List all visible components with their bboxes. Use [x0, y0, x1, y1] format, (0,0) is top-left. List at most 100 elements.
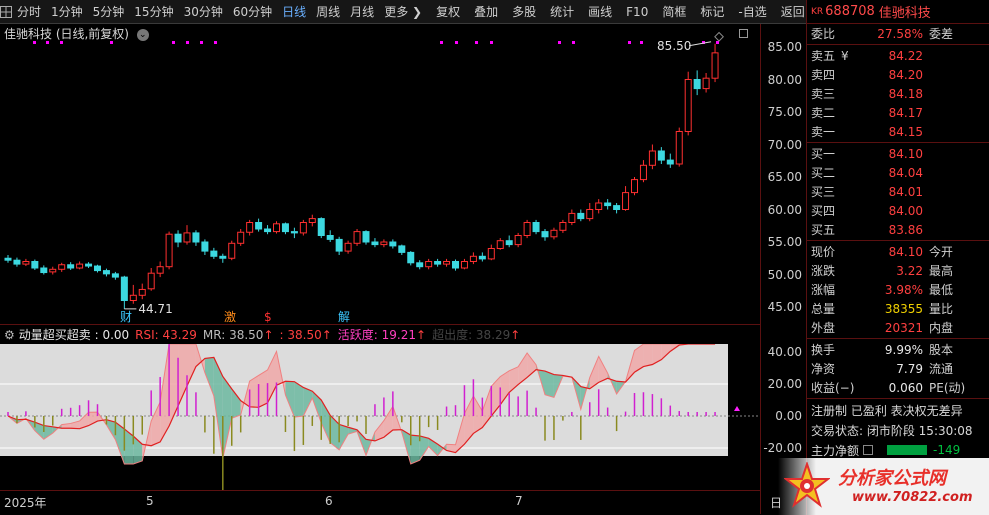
date-label-may: 5: [146, 494, 154, 508]
candle-body: [4, 257, 12, 261]
period-tab-1min[interactable]: 1分钟: [51, 5, 83, 19]
period-tab-monthly[interactable]: 月线: [350, 5, 375, 19]
f10-button[interactable]: F10: [626, 4, 649, 19]
event-marker: 解: [338, 310, 350, 324]
multi-stock-button[interactable]: 多股: [512, 5, 537, 19]
period-tab-30min[interactable]: 30分钟: [183, 5, 223, 19]
candle-body: [308, 218, 316, 224]
mark-button[interactable]: 标记: [700, 5, 725, 19]
settings-icon[interactable]: ⚙: [4, 327, 15, 342]
adjust-button[interactable]: 复权: [436, 5, 461, 19]
indicator-fill: [258, 369, 268, 408]
indicator-fill: [321, 400, 331, 443]
quote-panel: KR 688708 佳驰科技 委比 27.58% 委差 卖五 ¥84.22 卖四 8…: [806, 0, 989, 515]
buy-row[interactable]: 买一 84.10: [807, 144, 989, 163]
stat-label: 总量: [811, 302, 836, 316]
period-tab-daily[interactable]: 日线: [282, 5, 307, 19]
indicator-fill: [652, 344, 662, 365]
sell-row[interactable]: 卖一 84.15: [807, 122, 989, 141]
sell-level-label: 卖二: [811, 106, 836, 120]
momentum-indicator-chart[interactable]: [0, 344, 760, 490]
buy-row[interactable]: 买四 84.00: [807, 201, 989, 220]
price-tick-label: 50.00: [767, 267, 802, 282]
sell-row[interactable]: 卖三 84.18: [807, 84, 989, 103]
signal-dot: [214, 41, 217, 44]
indicator-fill: [115, 422, 125, 464]
indicator-name[interactable]: 动量超买超卖 : 0.00: [18, 328, 130, 342]
expand-icon[interactable]: [739, 29, 748, 38]
simple-frame-button[interactable]: 简框: [662, 5, 687, 19]
indicator-fill: [79, 412, 89, 429]
candle-body: [49, 268, 57, 273]
candle-body: [443, 261, 451, 265]
period-tab-15min[interactable]: 15分钟: [134, 5, 174, 19]
sell-row[interactable]: 卖四 84.20: [807, 65, 989, 84]
candle-body: [532, 222, 540, 233]
date-axis: 2025年 5 6 7 日: [0, 490, 782, 515]
price-change: 3.22: [896, 263, 923, 278]
event-marker: 财: [120, 310, 132, 324]
logo-title: 分析家公式网: [838, 468, 946, 489]
stat-row: 涨幅 3.98% 最低: [807, 280, 989, 299]
grid-toggle-icon[interactable]: [0, 0, 12, 24]
signal-dot: [558, 41, 561, 44]
stat-row: 外盘 20321 内盘: [807, 318, 989, 337]
candle-body: [559, 222, 567, 231]
remove-watchlist-button[interactable]: -自选: [738, 5, 767, 19]
sell-level-label: 卖四: [811, 68, 836, 82]
candle-body: [94, 265, 101, 272]
candle-body: [174, 233, 182, 243]
buy-row[interactable]: 买二 84.04: [807, 163, 989, 182]
candle-body: [711, 52, 719, 79]
period-tab-intraday[interactable]: 分时: [17, 5, 42, 19]
price-tick-label: 85.00: [767, 40, 802, 54]
back-button[interactable]: 返回: [780, 5, 805, 19]
period-tab-60min[interactable]: 60分钟: [232, 5, 273, 19]
divider: [807, 398, 989, 399]
activity-value: 活跃度: 19.21: [337, 328, 416, 342]
indicator-fill: [88, 412, 98, 426]
candle-body: [67, 264, 75, 269]
buy-row[interactable]: 买五 83.86: [807, 220, 989, 239]
draw-line-button[interactable]: 画线: [588, 5, 613, 19]
indicator-fill: [374, 420, 384, 441]
candle-body: [335, 238, 343, 252]
period-tab-weekly[interactable]: 周线: [316, 5, 341, 19]
candle-body: [362, 231, 370, 243]
stat-row: 涨跌 3.22 最高: [807, 261, 989, 280]
buy-row[interactable]: 买三 84.01: [807, 182, 989, 201]
period-tab-5min[interactable]: 5分钟: [92, 5, 125, 19]
candle-body: [666, 159, 674, 165]
candle-body: [299, 222, 307, 234]
candle-body: [255, 222, 263, 230]
chevron-down-icon[interactable]: ⌄: [136, 28, 149, 41]
overlay-button[interactable]: 叠加: [474, 5, 499, 19]
period-more-dropdown[interactable]: 更多 ❯: [384, 5, 423, 19]
indicator-fill: [294, 381, 304, 418]
candlestick-chart[interactable]: 85.50 44.71 财 激 $ 解: [0, 24, 760, 324]
stock-tags: 注册制 已盈利 表决权无差异: [811, 403, 963, 418]
indicator-fill: [339, 424, 349, 450]
stock-header[interactable]: KR 688708 佳驰科技: [807, 0, 989, 24]
flow-bar: [887, 445, 928, 455]
menu-icon[interactable]: [863, 445, 874, 455]
sell-row[interactable]: 卖五 ¥84.22: [807, 46, 989, 65]
indicator-fill: [455, 413, 465, 453]
sell-price: 84.20: [888, 67, 923, 82]
candle-body: [496, 240, 504, 249]
sell-row[interactable]: 卖二 84.17: [807, 103, 989, 122]
price-tick-label: 60.00: [767, 202, 802, 217]
total-volume: 38355: [884, 301, 923, 316]
rsi-value: RSI: 43.29: [135, 327, 197, 342]
candle-body: [111, 273, 119, 278]
chart-title[interactable]: 佳驰科技 (日线,前复权) ⌄: [4, 25, 149, 42]
candle-body: [487, 248, 495, 260]
candle-body: [129, 294, 137, 301]
stat-label: 涨幅: [811, 283, 836, 297]
chart-toolbar: 分时 1分钟 5分钟 15分钟 30分钟 60分钟 日线 周线 月线 更多 ❯ …: [0, 0, 806, 24]
indicator-tick-label: 40.00: [767, 345, 802, 359]
candle-body: [675, 131, 683, 165]
statistics-button[interactable]: 统计: [550, 5, 575, 19]
buy-price: 84.10: [888, 146, 923, 161]
candle-body: [541, 231, 549, 238]
